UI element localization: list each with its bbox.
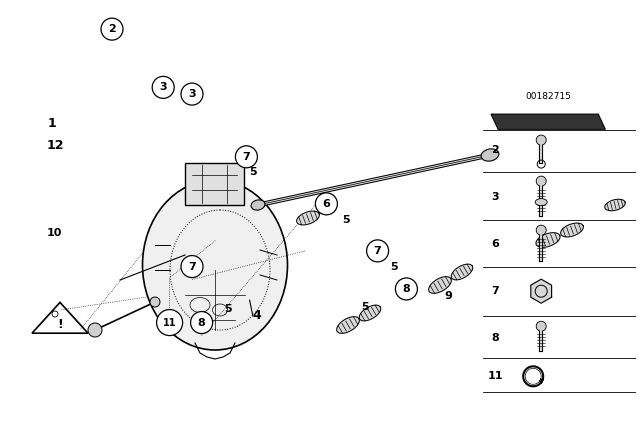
Circle shape (150, 297, 160, 307)
Text: 1: 1 (48, 116, 57, 130)
Ellipse shape (143, 180, 287, 350)
Text: 6: 6 (492, 239, 499, 249)
Polygon shape (492, 114, 605, 129)
Circle shape (101, 18, 123, 40)
Polygon shape (451, 264, 473, 280)
Text: 3: 3 (188, 89, 196, 99)
Text: 4: 4 (253, 309, 262, 323)
Circle shape (536, 225, 546, 235)
Circle shape (367, 240, 388, 262)
Circle shape (396, 278, 417, 300)
Polygon shape (536, 233, 560, 247)
Ellipse shape (535, 198, 547, 206)
Ellipse shape (481, 149, 499, 161)
Text: 2: 2 (108, 24, 116, 34)
Text: 7: 7 (188, 262, 196, 271)
Circle shape (88, 323, 102, 337)
Text: 7: 7 (374, 246, 381, 256)
Circle shape (536, 176, 546, 186)
Text: 9: 9 (445, 291, 452, 301)
Circle shape (536, 321, 546, 331)
Text: 7: 7 (492, 286, 499, 296)
Text: 11: 11 (163, 318, 177, 327)
Text: 7: 7 (243, 152, 250, 162)
Text: 12: 12 (46, 139, 63, 152)
Polygon shape (296, 211, 319, 225)
Text: 5: 5 (362, 302, 369, 312)
Text: 5: 5 (250, 168, 257, 177)
Text: 6: 6 (323, 199, 330, 209)
Polygon shape (531, 279, 552, 303)
Text: 00182715: 00182715 (525, 92, 571, 101)
Circle shape (536, 135, 546, 145)
Text: 10: 10 (47, 228, 62, 238)
Text: 8: 8 (492, 333, 499, 343)
Text: 8: 8 (403, 284, 410, 294)
Text: 8: 8 (198, 318, 205, 327)
Circle shape (181, 255, 203, 278)
Circle shape (316, 193, 337, 215)
Circle shape (152, 76, 174, 99)
Circle shape (157, 310, 182, 336)
Text: !: ! (57, 318, 63, 331)
Ellipse shape (251, 200, 265, 210)
Circle shape (181, 83, 203, 105)
Text: 3: 3 (159, 82, 167, 92)
Circle shape (236, 146, 257, 168)
Text: 5: 5 (224, 304, 232, 314)
Circle shape (191, 311, 212, 334)
Text: 11: 11 (488, 371, 503, 381)
Text: 5: 5 (342, 215, 350, 224)
Polygon shape (561, 223, 583, 237)
Polygon shape (359, 305, 381, 321)
FancyBboxPatch shape (185, 163, 244, 205)
Text: 5: 5 (390, 262, 398, 271)
Polygon shape (337, 317, 359, 333)
Text: 2: 2 (492, 145, 499, 155)
Text: 3: 3 (492, 192, 499, 202)
Polygon shape (429, 277, 451, 293)
Polygon shape (605, 199, 625, 211)
